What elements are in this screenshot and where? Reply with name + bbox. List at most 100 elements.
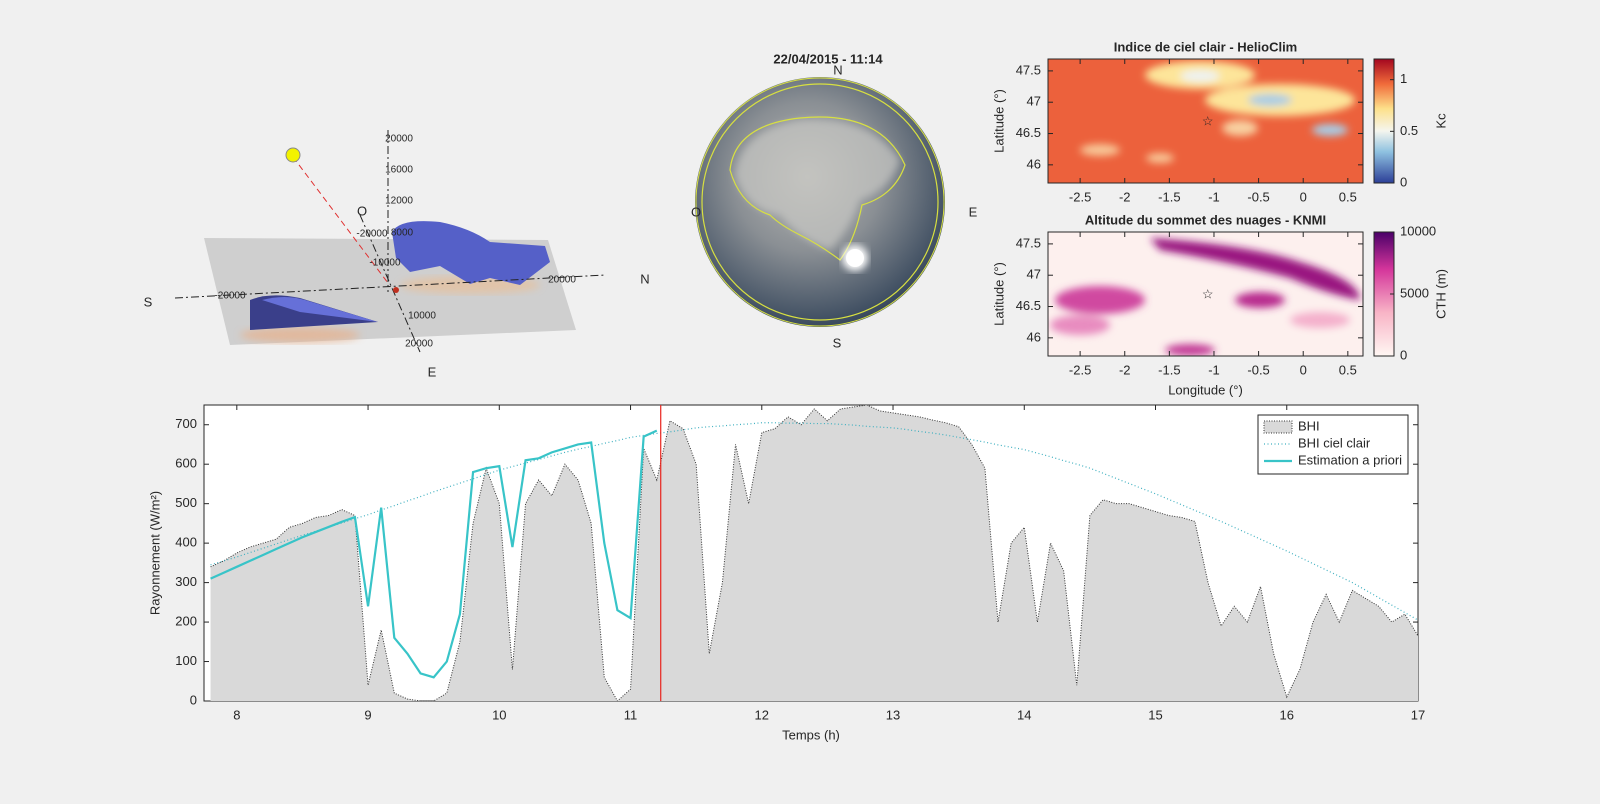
site-marker: ☆: [1202, 287, 1214, 302]
axes-box: [1047, 231, 1364, 357]
x-tick-label: 11: [624, 707, 638, 722]
y-tick-label: 400: [175, 535, 197, 550]
y-tick-label: 47: [1027, 94, 1041, 109]
legend-label: BHI: [1298, 418, 1320, 433]
x-tick-label: -0.5: [1247, 362, 1269, 377]
x-tick-label: 9: [364, 707, 371, 722]
x-tick-label: -2.5: [1069, 189, 1091, 204]
sun: [846, 249, 864, 267]
y-tick-label: 600: [175, 456, 197, 471]
heat-blob: [1146, 153, 1174, 163]
contour: [729, 116, 906, 261]
y-tick-label: 46: [1027, 156, 1041, 171]
heat-blob: [1312, 124, 1348, 136]
site-marker: ☆: [1202, 114, 1214, 129]
colorbar-tick-label: 0.5: [1400, 123, 1418, 138]
x-tick-label: 8: [233, 707, 240, 722]
area: [210, 405, 1419, 701]
label-n: N: [640, 271, 649, 286]
x-tick-label: -1: [1208, 189, 1220, 204]
x-tick-label: 12: [755, 707, 769, 722]
x-tick-label: 0.5: [1339, 362, 1357, 377]
y-tick-label: 200: [175, 614, 197, 629]
oe-label: 10000: [408, 311, 436, 322]
heat-blob: [1150, 238, 1360, 300]
ns-label: -20000: [214, 291, 246, 302]
colorbar-tick-label: 10000: [1400, 223, 1436, 238]
x-tick-label: 14: [1017, 707, 1031, 722]
line: [210, 429, 658, 679]
heatmap-image: [1048, 59, 1363, 183]
x-tick-label: -2.5: [1069, 362, 1091, 377]
sun: [285, 147, 301, 163]
x-tick-label: -2: [1119, 189, 1131, 204]
legend-swatch: [1263, 420, 1293, 434]
colorbar-label: Kc: [1433, 113, 1448, 129]
x-tick-label: 0: [1300, 189, 1307, 204]
chart-title: Altitude du sommet des nuages - KNMI: [1085, 212, 1326, 227]
z-label: 8000: [391, 228, 414, 239]
heat-blob: [1248, 94, 1292, 106]
sky-n: N: [833, 62, 842, 77]
sky-e: E: [969, 204, 978, 219]
y-tick-label: 700: [175, 416, 197, 431]
heat-blob: [1180, 70, 1220, 82]
x-tick-label: -0.5: [1247, 189, 1269, 204]
heat-blob: [1222, 120, 1258, 136]
y-tick-label: 100: [175, 653, 197, 668]
heat-blob: [1055, 286, 1145, 314]
x-tick-label: 17: [1411, 707, 1425, 722]
x-tick-label: 0.5: [1339, 189, 1357, 204]
site: [393, 287, 399, 293]
axes-box: [1047, 58, 1364, 184]
y-tick-label: 46.5: [1016, 298, 1041, 313]
ns-label: 20000: [548, 275, 576, 286]
heat-blob: [1050, 315, 1110, 335]
colorbar-tick-label: 0: [1400, 347, 1407, 362]
legend-label: BHI ciel clair: [1298, 435, 1371, 450]
x-tick-label: -2: [1119, 362, 1131, 377]
label-e: E: [428, 364, 437, 379]
x-axis-label: Longitude (°): [1168, 382, 1243, 397]
x-tick-label: 13: [886, 707, 900, 722]
label-s: S: [144, 294, 153, 309]
y-axis-label: Latitude (°): [991, 262, 1006, 326]
legend-label: Estimation a priori: [1298, 452, 1402, 467]
sky-s: S: [833, 335, 842, 350]
chart-title: Indice de ciel clair - HelioClim: [1114, 39, 1298, 54]
axis-oe: [359, 214, 421, 353]
x-tick-label: -1: [1208, 362, 1220, 377]
x-tick-label: 16: [1280, 707, 1294, 722]
plots: 8 9 10 11 12 13 14 15 16 17 0 100 200 300 400 500 600 700…: [147, 39, 1448, 742]
y-tick-label: 0: [190, 692, 197, 707]
z-label: 12000: [385, 196, 413, 207]
heat-blob: [1165, 344, 1215, 356]
y-tick-label: 47.5: [1016, 62, 1041, 77]
y-axis-label: Rayonnement (W/m²): [147, 491, 162, 615]
sky-o: O: [691, 204, 701, 219]
axis-ns: [174, 274, 606, 299]
y-tick-label: 46.5: [1016, 125, 1041, 140]
heatmap-image: [1048, 232, 1363, 356]
x-tick-label: 15: [1148, 707, 1162, 722]
contour: [701, 83, 939, 321]
area-edge: [210, 404, 1419, 702]
x-tick-label: -1.5: [1158, 362, 1180, 377]
y-tick-label: 47: [1027, 267, 1041, 282]
y-tick-label: 47.5: [1016, 235, 1041, 250]
z-label: 20000: [385, 134, 413, 145]
x-axis-label: Temps (h): [782, 727, 840, 742]
view-3d: S N O E 20000 16000 12000 8000 -20000 -1…: [144, 130, 650, 379]
x-tick-label: -1.5: [1158, 189, 1180, 204]
y-tick-label: 500: [175, 495, 197, 510]
colorbar: [1373, 58, 1395, 184]
x-tick-label: 10: [492, 707, 506, 722]
heat-blob: [1080, 144, 1120, 156]
sun-ray: [292, 156, 389, 284]
heat-blob: [1235, 292, 1285, 308]
line: [210, 422, 1419, 621]
cloud-volume: [262, 297, 378, 322]
y-tick-label: 300: [175, 574, 197, 589]
contour: [695, 77, 945, 327]
